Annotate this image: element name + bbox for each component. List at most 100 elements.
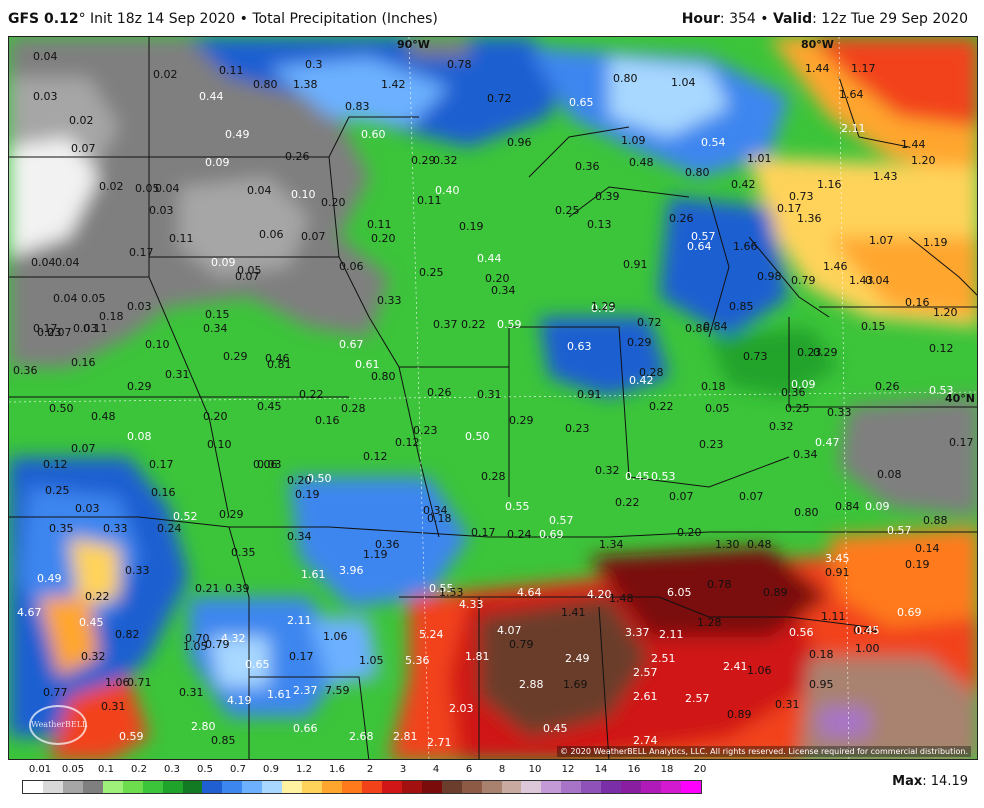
precip-value-label: 0.59	[119, 730, 144, 743]
precip-value-label: 4.07	[497, 624, 522, 637]
precip-value-label: 2.81	[393, 730, 418, 743]
precip-value-label: 0.04	[155, 182, 180, 195]
legend-swatch	[142, 781, 163, 793]
precip-value-label: 0.84	[703, 320, 728, 333]
separator: •	[235, 11, 253, 27]
precip-value-label: 0.37	[433, 318, 458, 331]
precip-value-label: 0.59	[497, 318, 522, 331]
legend-swatch	[661, 781, 681, 793]
precip-value-label: 0.18	[427, 512, 452, 525]
precip-value-label: 1.11	[821, 610, 846, 623]
precip-value-label: 0.70	[185, 632, 210, 645]
legend-swatch	[481, 781, 502, 793]
precip-value-label: 0.23	[797, 346, 822, 359]
precip-value-label: 0.3	[305, 58, 323, 71]
max-label: Max	[892, 774, 923, 789]
legend-swatch	[561, 781, 582, 793]
precip-value-label: 0.54	[701, 136, 726, 149]
longitude-label: 90°W	[397, 38, 430, 51]
precip-value-label: 0.65	[245, 658, 270, 671]
precip-value-label: 0.06	[259, 228, 284, 241]
precip-value-label: 0.45	[543, 722, 568, 735]
precip-value-label: 0.11	[367, 218, 392, 231]
precip-value-label: 0.34	[203, 322, 228, 335]
precip-value-label: 0.85	[729, 300, 754, 313]
precip-value-label: 0.31	[477, 388, 502, 401]
legend-tick-label: 0.01	[28, 764, 52, 775]
precip-value-label: 0.45	[79, 616, 104, 629]
precip-value-label: 2.57	[633, 666, 658, 679]
legend-tick-label: 0.1	[98, 764, 114, 775]
precip-value-label: 0.33	[103, 522, 128, 535]
precip-value-label: 0.09	[791, 378, 816, 391]
precip-value-label: 0.09	[865, 500, 890, 513]
precip-value-label: 0.18	[99, 310, 124, 323]
legend-tick-label: 3	[399, 764, 407, 775]
precip-value-label: 1.20	[933, 306, 958, 319]
precip-value-label: 0.31	[775, 698, 800, 711]
precip-value-label: 0.22	[649, 400, 674, 413]
legend-swatch	[501, 781, 522, 793]
precip-value-label: 0.25	[555, 204, 580, 217]
precip-value-label: 0.80	[685, 166, 710, 179]
precip-value-label: 0.29	[509, 414, 534, 427]
precip-value-label: 4.33	[459, 598, 484, 611]
legend-swatch	[262, 781, 283, 793]
precip-value-label: 0.48	[747, 538, 772, 551]
precip-value-label: 0.25	[785, 402, 810, 415]
precip-value-label: 0.34	[423, 504, 448, 517]
legend-swatch	[680, 781, 701, 793]
precip-value-label: 7.59	[325, 684, 350, 697]
precip-value-label: 0.34	[491, 284, 516, 297]
precip-value-label: 0.80	[371, 370, 396, 383]
precip-value-label: 0.26	[285, 150, 310, 163]
copyright-credit: © 2020 WeatherBELL Analytics, LLC. All r…	[557, 746, 971, 757]
precip-value-label: 1.42	[381, 78, 406, 91]
precip-value-label: 0.20	[485, 272, 510, 285]
precip-value-label: 1.34	[599, 538, 624, 551]
precip-value-label: 0.29	[127, 380, 152, 393]
precip-value-label: 1.61	[267, 688, 292, 701]
precip-value-label: 0.82	[115, 628, 140, 641]
color-scale-legend: 0.01 0.05 0.1 0.2 0.3 0.5 0.7 0.9 1.2 1.6 2 3 4 6 8 10 1…	[22, 762, 706, 804]
precip-value-label: 2.57	[685, 692, 710, 705]
precip-value-label: 0.36	[13, 364, 38, 377]
precipitation-map: 0.04 0.02 0.11 0.3 0.78 0.80 1.04 1.44 1.17 0.03 0…	[8, 36, 978, 760]
precip-value-label: 0.49	[225, 128, 250, 141]
precip-value-label: 0.12	[363, 450, 388, 463]
precip-value-label: 0.19	[295, 488, 320, 501]
precip-value-label: 1.06	[105, 676, 130, 689]
precip-value-label: 0.29	[223, 350, 248, 363]
precip-value-label: 0.89	[763, 586, 788, 599]
precip-value-label: 0.12	[43, 458, 68, 471]
precip-value-label: 4.67	[17, 606, 42, 619]
precip-value-label: 0.07	[301, 230, 326, 243]
legend-tick-label: 1.6	[329, 764, 345, 775]
precip-value-label: 1.01	[747, 152, 772, 165]
precip-value-label: 0.10	[145, 338, 170, 351]
precip-value-label: 1.09	[621, 134, 646, 147]
precip-value-label: 0.17	[149, 458, 174, 471]
precip-value-label: 0.44	[199, 90, 224, 103]
precip-value-label: 0.72	[487, 92, 512, 105]
precip-value-label: 4.32	[221, 632, 246, 645]
precip-value-label: 0.20	[287, 474, 312, 487]
precip-value-label: 0.23	[565, 422, 590, 435]
precip-value-label: 1.06	[323, 630, 348, 643]
hour-value: : 354	[719, 11, 756, 27]
precip-value-label: 0.33	[125, 564, 150, 577]
precip-value-label: 0.02	[153, 68, 178, 81]
precip-value-label: 0.03	[73, 322, 98, 335]
precip-value-label: 0.77	[43, 686, 68, 699]
precip-value-label: 0.24	[507, 528, 532, 541]
precip-value-label: 1.41	[561, 606, 586, 619]
precip-value-label: 0.19	[905, 558, 930, 571]
precip-value-label: 0.03	[257, 458, 282, 471]
precip-value-label: 0.69	[539, 528, 564, 541]
precip-value-label: 0.32	[433, 154, 458, 167]
precip-value-label: 1.66	[733, 240, 758, 253]
precip-value-label: 1.53	[439, 586, 464, 599]
precip-value-label: 0.45	[591, 302, 616, 315]
precip-value-label: 0.04	[53, 292, 78, 305]
